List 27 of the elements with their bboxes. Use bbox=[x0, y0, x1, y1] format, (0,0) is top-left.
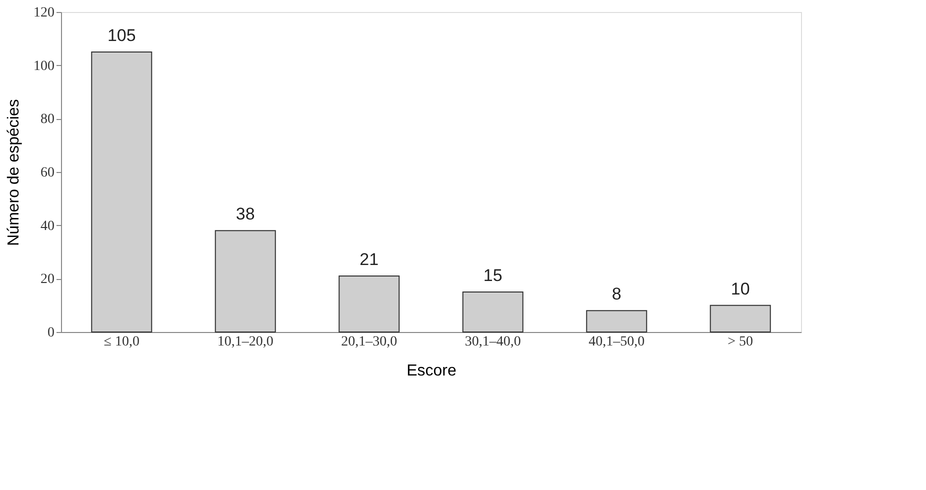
bar bbox=[338, 276, 400, 332]
x-tick-label: 20,1–30,0 bbox=[341, 334, 398, 350]
bar bbox=[91, 52, 152, 332]
bar bbox=[710, 304, 771, 332]
bar bbox=[462, 292, 524, 332]
x-axis-title: Escore bbox=[406, 362, 456, 380]
data-label: 15 bbox=[483, 266, 502, 285]
data-label: 8 bbox=[612, 284, 622, 304]
data-label: 10 bbox=[730, 279, 750, 298]
bar bbox=[586, 310, 648, 332]
bar bbox=[214, 230, 276, 332]
y-tick-label: 120 bbox=[34, 6, 54, 20]
x-tick-label: 30,1–40,0 bbox=[464, 334, 521, 350]
data-label: 21 bbox=[360, 250, 379, 269]
x-tick-label: 10,1–20,0 bbox=[217, 334, 274, 350]
data-label: 38 bbox=[236, 204, 255, 224]
x-tick-label: ≤ 10,0 bbox=[104, 334, 140, 350]
y-axis-title: Número de espécies bbox=[6, 99, 22, 246]
y-tick-label: 40 bbox=[40, 218, 54, 234]
y-tick-label: 0 bbox=[48, 326, 54, 340]
y-tick-label: 60 bbox=[40, 166, 54, 180]
y-tick-label: 20 bbox=[40, 272, 54, 288]
x-tick-label: 40,1–50,0 bbox=[588, 334, 645, 350]
y-tick-label: 80 bbox=[40, 112, 54, 128]
x-tick-label: > 50 bbox=[728, 334, 754, 350]
y-tick-label: 100 bbox=[34, 58, 54, 74]
data-label: 105 bbox=[107, 26, 136, 45]
